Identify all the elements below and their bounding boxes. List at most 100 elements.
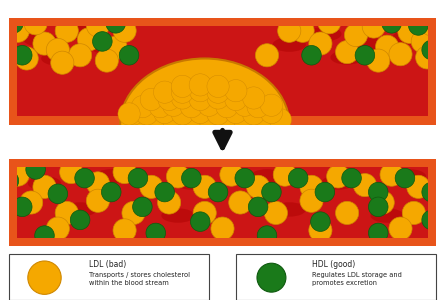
Ellipse shape <box>342 168 361 188</box>
Ellipse shape <box>260 94 283 116</box>
Ellipse shape <box>376 35 399 58</box>
Ellipse shape <box>331 50 364 64</box>
Ellipse shape <box>207 103 229 125</box>
Ellipse shape <box>208 182 228 202</box>
Ellipse shape <box>207 87 229 109</box>
Ellipse shape <box>26 160 45 179</box>
Ellipse shape <box>189 74 211 96</box>
Ellipse shape <box>368 182 388 202</box>
Ellipse shape <box>422 40 441 60</box>
Ellipse shape <box>70 210 90 230</box>
Ellipse shape <box>95 169 128 184</box>
Ellipse shape <box>251 113 274 135</box>
Ellipse shape <box>422 210 441 230</box>
Ellipse shape <box>211 217 234 240</box>
FancyBboxPatch shape <box>9 254 209 300</box>
Ellipse shape <box>128 168 148 188</box>
Ellipse shape <box>136 103 158 125</box>
Ellipse shape <box>393 30 426 44</box>
Ellipse shape <box>33 32 56 55</box>
Ellipse shape <box>371 191 394 214</box>
Ellipse shape <box>86 189 109 212</box>
Ellipse shape <box>216 96 238 118</box>
Ellipse shape <box>308 27 342 41</box>
Ellipse shape <box>247 96 269 118</box>
Ellipse shape <box>189 88 211 110</box>
Ellipse shape <box>300 189 323 212</box>
Ellipse shape <box>127 109 149 131</box>
Ellipse shape <box>86 172 109 195</box>
Ellipse shape <box>367 49 390 72</box>
Ellipse shape <box>95 49 118 72</box>
Ellipse shape <box>255 44 279 67</box>
Ellipse shape <box>63 202 97 217</box>
Ellipse shape <box>162 94 185 116</box>
FancyBboxPatch shape <box>17 167 428 238</box>
Ellipse shape <box>4 14 23 33</box>
Ellipse shape <box>166 165 190 188</box>
Ellipse shape <box>174 175 208 190</box>
Ellipse shape <box>380 163 403 186</box>
Ellipse shape <box>106 14 125 33</box>
Ellipse shape <box>120 58 289 190</box>
Ellipse shape <box>122 103 145 125</box>
Ellipse shape <box>302 46 321 65</box>
Ellipse shape <box>420 13 443 36</box>
Ellipse shape <box>101 182 121 202</box>
Ellipse shape <box>315 182 335 202</box>
Ellipse shape <box>234 94 256 116</box>
Ellipse shape <box>234 109 256 131</box>
Ellipse shape <box>225 101 247 124</box>
Ellipse shape <box>257 226 277 245</box>
Ellipse shape <box>171 75 194 98</box>
Ellipse shape <box>93 32 112 51</box>
Ellipse shape <box>28 261 61 294</box>
Ellipse shape <box>407 175 430 198</box>
Ellipse shape <box>262 182 281 202</box>
Ellipse shape <box>90 40 124 54</box>
Ellipse shape <box>0 171 19 190</box>
Ellipse shape <box>309 219 332 242</box>
Ellipse shape <box>207 81 229 103</box>
Ellipse shape <box>291 19 314 42</box>
Ellipse shape <box>273 163 296 186</box>
Ellipse shape <box>409 16 428 35</box>
Ellipse shape <box>158 88 180 110</box>
Ellipse shape <box>6 19 29 42</box>
Ellipse shape <box>86 14 109 37</box>
Ellipse shape <box>353 173 376 197</box>
Ellipse shape <box>225 88 247 110</box>
Ellipse shape <box>51 51 74 74</box>
Ellipse shape <box>15 47 38 70</box>
Ellipse shape <box>59 25 93 39</box>
Ellipse shape <box>48 184 68 204</box>
Ellipse shape <box>257 263 286 292</box>
Ellipse shape <box>131 96 154 118</box>
Ellipse shape <box>393 169 426 184</box>
FancyBboxPatch shape <box>236 254 436 300</box>
Ellipse shape <box>182 168 201 188</box>
Ellipse shape <box>46 38 69 61</box>
Ellipse shape <box>318 11 341 34</box>
Ellipse shape <box>69 44 92 67</box>
FancyBboxPatch shape <box>9 159 436 246</box>
Ellipse shape <box>402 201 425 224</box>
Ellipse shape <box>77 28 101 51</box>
Ellipse shape <box>362 15 385 38</box>
Ellipse shape <box>133 197 152 217</box>
Ellipse shape <box>180 96 202 118</box>
Ellipse shape <box>216 112 238 134</box>
Ellipse shape <box>20 191 43 214</box>
Text: Transports / stores cholesterol
within the blood stream: Transports / stores cholesterol within t… <box>89 272 190 286</box>
Ellipse shape <box>398 20 421 44</box>
Ellipse shape <box>368 197 388 217</box>
Ellipse shape <box>207 75 229 98</box>
Ellipse shape <box>336 201 359 224</box>
Ellipse shape <box>220 163 243 186</box>
Ellipse shape <box>171 103 194 125</box>
Ellipse shape <box>23 32 57 46</box>
Ellipse shape <box>309 32 332 55</box>
Ellipse shape <box>46 217 69 240</box>
Ellipse shape <box>12 46 32 65</box>
Ellipse shape <box>113 19 136 42</box>
